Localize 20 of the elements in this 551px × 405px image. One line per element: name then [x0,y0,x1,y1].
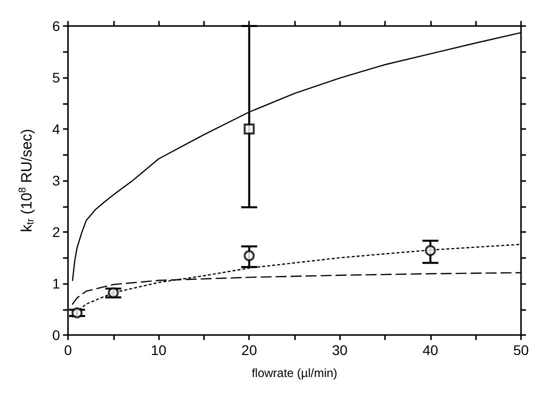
x-tick-label: 50 [513,342,529,358]
y-tick-label: 5 [52,70,60,86]
y-tick-label: 6 [52,18,60,34]
x-tick-label: 20 [241,342,258,358]
x-tick-label: 10 [150,342,167,358]
y-tick-label: 1 [52,276,60,292]
y-tick-label: 4 [52,121,60,137]
point [108,287,119,298]
x-tick-label: 0 [64,342,72,358]
y-tick-label: 3 [52,172,60,188]
point [244,250,255,262]
x-axis-title: flowrate (µl/min) [252,366,338,380]
point [244,124,255,134]
point [424,245,436,256]
y-tick-label: 2 [52,224,60,240]
x-tick-label: 40 [422,342,438,358]
y-tick-label: 0 [52,327,60,343]
x-tick-label: 30 [332,342,348,358]
point [72,307,83,318]
y-axis-title: ktr (108 RU/sec) [18,128,36,232]
